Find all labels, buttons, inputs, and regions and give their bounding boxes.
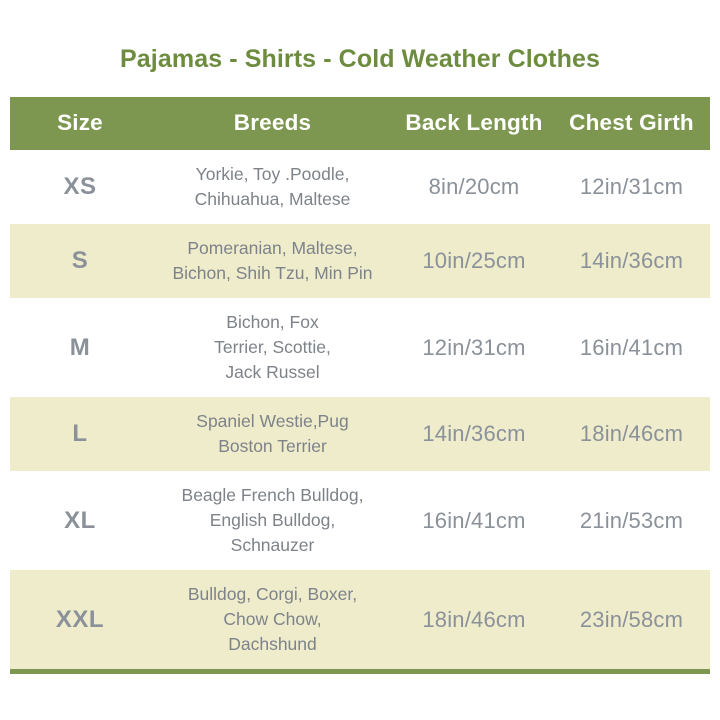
size-table-container: Size Breeds Back Length Chest Girth XS Y… — [10, 97, 710, 674]
breed-line: English Bulldog, — [209, 510, 336, 530]
column-header-back-length: Back Length — [405, 110, 543, 135]
cell-size: L — [72, 420, 88, 447]
table-row: XXL Bulldog, Corgi, Boxer, Chow Chow, Da… — [10, 570, 710, 672]
table-body: XS Yorkie, Toy .Poodle, Chihuahua, Malte… — [10, 150, 710, 672]
cell-size: XXL — [55, 605, 105, 633]
table-row: XS Yorkie, Toy .Poodle, Chihuahua, Malte… — [10, 150, 710, 224]
column-header-breeds: Breeds — [233, 110, 312, 135]
cell-chest-girth: 16in/41cm — [579, 334, 684, 360]
breed-line: Beagle French Bulldog, — [181, 485, 364, 505]
column-header-chest-girth: Chest Girth — [569, 110, 694, 135]
cell-chest-girth: 23in/58cm — [579, 606, 684, 632]
table-row: S Pomeranian, Maltese, Bichon, Shih Tzu,… — [10, 224, 710, 298]
table-header-row: Size Breeds Back Length Chest Girth — [10, 97, 710, 150]
breed-line: Yorkie, Toy .Poodle, — [195, 164, 350, 184]
cell-back-length: 14in/36cm — [422, 421, 526, 446]
breed-line: Terrier, Scottie, — [214, 337, 331, 357]
cell-breeds: Bichon, Fox Terrier, Scottie, Jack Russe… — [150, 298, 395, 397]
cell-breeds: Bulldog, Corgi, Boxer, Chow Chow, Dachsh… — [150, 570, 395, 672]
breed-line: Bulldog, Corgi, Boxer, — [187, 584, 358, 604]
breed-line: Dachshund — [228, 634, 317, 654]
breed-line: Jack Russel — [225, 362, 320, 382]
cell-chest-girth: 21in/53cm — [579, 507, 684, 533]
cell-chest-girth: 12in/31cm — [579, 174, 684, 199]
breed-line: Pomeranian, Maltese, — [187, 238, 358, 258]
table-row: M Bichon, Fox Terrier, Scottie, Jack Rus… — [10, 298, 710, 397]
cell-breeds: Spaniel Westie,Pug Boston Terrier — [150, 397, 395, 471]
cell-size: XL — [64, 506, 96, 534]
breed-line: Spaniel Westie,Pug — [196, 411, 349, 431]
cell-size: M — [69, 333, 91, 361]
cell-chest-girth: 14in/36cm — [579, 248, 684, 273]
cell-chest-girth: 18in/46cm — [579, 421, 684, 446]
breed-line: Schnauzer — [230, 535, 315, 555]
cell-back-length: 18in/46cm — [422, 606, 526, 632]
cell-back-length: 8in/20cm — [428, 174, 520, 199]
cell-size: XS — [63, 173, 97, 200]
size-chart-table: Size Breeds Back Length Chest Girth XS Y… — [10, 97, 710, 674]
table-row: L Spaniel Westie,Pug Boston Terrier 14in… — [10, 397, 710, 471]
breed-line: Chihuahua, Maltese — [194, 189, 351, 209]
cell-back-length: 10in/25cm — [422, 248, 526, 273]
table-header: Size Breeds Back Length Chest Girth — [10, 97, 710, 150]
cell-size: S — [71, 247, 89, 274]
breed-line: Bichon, Fox — [226, 312, 319, 332]
table-row: XL Beagle French Bulldog, English Bulldo… — [10, 471, 710, 570]
cell-breeds: Pomeranian, Maltese, Bichon, Shih Tzu, M… — [150, 224, 395, 298]
page-title: Pajamas - Shirts - Cold Weather Clothes — [120, 45, 600, 73]
cell-back-length: 12in/31cm — [422, 334, 526, 360]
breed-line: Boston Terrier — [218, 436, 327, 456]
column-header-size: Size — [57, 110, 103, 135]
cell-back-length: 16in/41cm — [422, 507, 526, 533]
cell-breeds: Beagle French Bulldog, English Bulldog, … — [150, 471, 395, 570]
breed-line: Chow Chow, — [223, 609, 322, 629]
cell-breeds: Yorkie, Toy .Poodle, Chihuahua, Maltese — [150, 150, 395, 224]
breed-line: Bichon, Shih Tzu, Min Pin — [172, 263, 373, 283]
